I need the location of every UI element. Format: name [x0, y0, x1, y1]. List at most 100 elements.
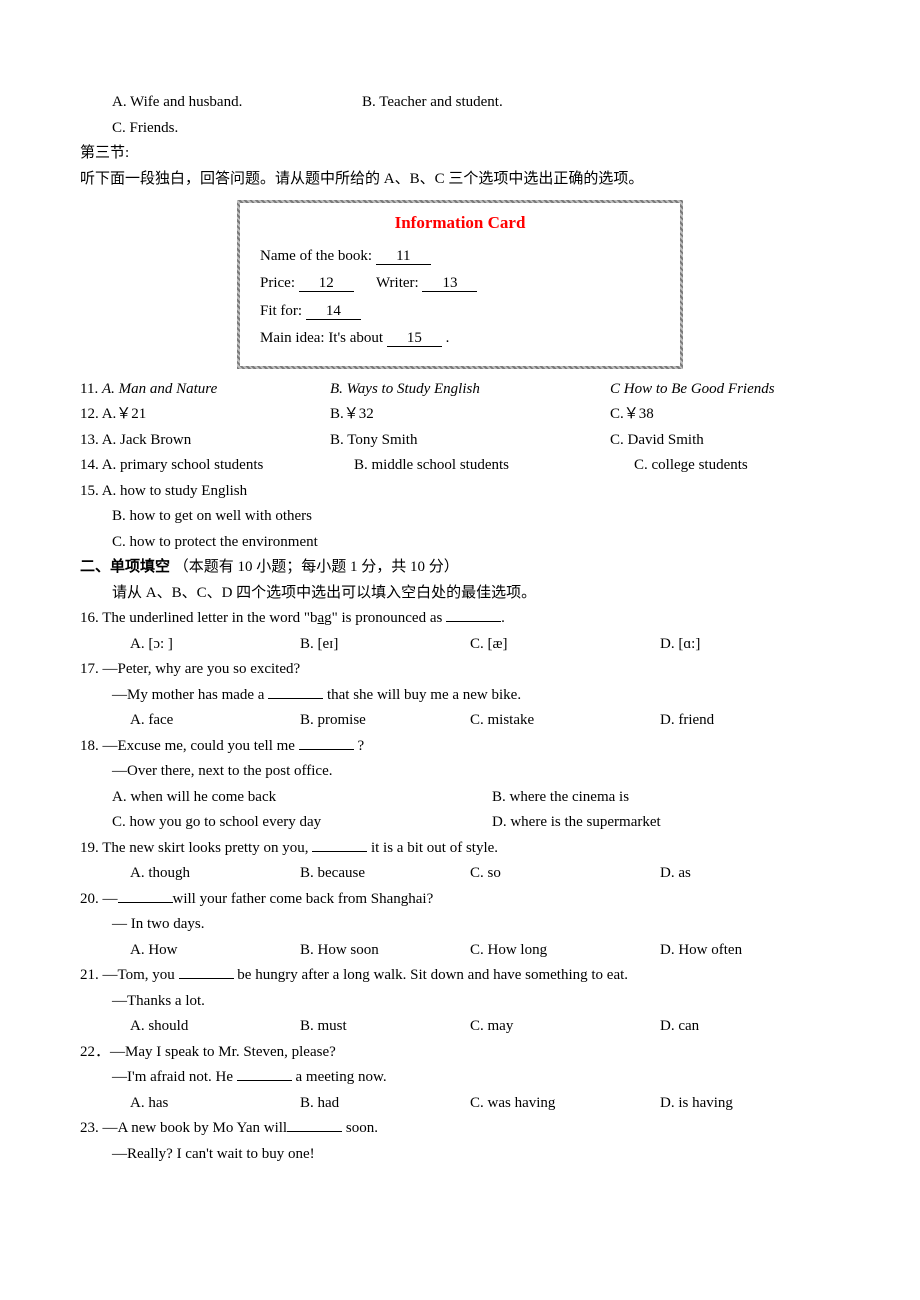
q18-blank [299, 735, 354, 750]
q18-stem1: 18. —Excuse me, could you tell me ? [80, 734, 840, 760]
q19-opt-a: A. though [130, 861, 300, 887]
q14-col-a: 14. A. primary school students [80, 453, 354, 479]
q17: 17. —Peter, why are you so excited? —My … [80, 657, 840, 734]
info-card-title: Information Card [260, 209, 660, 238]
q12-opt-c: C.￥38 [610, 402, 654, 428]
q17-stem1: 17. —Peter, why are you so excited? [80, 657, 840, 683]
blank-15: 15 [387, 331, 442, 347]
q13: 13. A. Jack Brown B. Tony Smith C. David… [80, 428, 840, 454]
q16-blank [446, 608, 501, 623]
q22-stem1: 22．—May I speak to Mr. Steven, please? [80, 1040, 840, 1066]
blank-11: 11 [376, 249, 431, 265]
q12-col-a: 12. A.￥21 [80, 402, 330, 428]
q21-stem1: 21. —Tom, you be hungry after a long wal… [80, 963, 840, 989]
q17-stem2a: —My mother has made a [112, 687, 268, 703]
q16-end: . [501, 610, 505, 626]
blank-12: 12 [299, 276, 354, 292]
blank-13: 13 [422, 276, 477, 292]
info-price-label: Price: [260, 275, 295, 291]
information-card: Information Card Name of the book: 11 Pr… [237, 200, 683, 369]
q11-opt-a: A. Man and Nature [102, 381, 217, 397]
q13-num: 13. [80, 432, 99, 448]
q15-opt-c: C. how to protect the environment [80, 530, 840, 556]
q19-stem: 19. The new skirt looks pretty on you, i… [80, 836, 840, 862]
q17-opt-b: B. promise [300, 708, 470, 734]
q11-num: 11. [80, 381, 98, 397]
q18-opt-b: B. where the cinema is [492, 785, 812, 811]
q11-opt-b: B. Ways to Study English [330, 377, 610, 403]
section2-title: 二、单项填空 [80, 559, 174, 575]
q15-opt-b: B. how to get on well with others [80, 504, 840, 530]
section2-instruction: 请从 A、B、C、D 四个选项中选出可以填入空白处的最佳选项。 [80, 581, 840, 607]
info-fit-label: Fit for: [260, 303, 302, 319]
q18-opt-d: D. where is the supermarket [492, 810, 812, 836]
q20-opt-a: A. How [130, 938, 300, 964]
info-main-end: . [446, 330, 450, 346]
q20-opt-b: B. How soon [300, 938, 470, 964]
q18: 18. —Excuse me, could you tell me ? —Ove… [80, 734, 840, 836]
q12-opt-a: A.￥21 [102, 406, 147, 422]
q16-stem: 16. The underlined letter in the word "b… [80, 606, 840, 632]
q18-stem1a: 18. —Excuse me, could you tell me [80, 738, 299, 754]
q22-opt-b: B. had [300, 1091, 470, 1117]
q20-stem1: 20. —will your father come back from Sha… [80, 887, 840, 913]
q20-opt-d: D. How often [660, 938, 780, 964]
q14-opt-c: C. college students [634, 453, 748, 479]
q20-opt-c: C. How long [470, 938, 660, 964]
q19-opt-d: D. as [660, 861, 780, 887]
q21: 21. —Tom, you be hungry after a long wal… [80, 963, 840, 1040]
q11-a: 11. A. Man and Nature [80, 377, 330, 403]
q15-opt-a: A. how to study English [102, 483, 247, 499]
q12: 12. A.￥21 B.￥32 C.￥38 [80, 402, 840, 428]
q22: 22．—May I speak to Mr. Steven, please? —… [80, 1040, 840, 1117]
q20-stem2: — In two days. [80, 912, 840, 938]
q23-stem1: 23. —A new book by Mo Yan will soon. [80, 1116, 840, 1142]
q14-opt-b: B. middle school students [354, 453, 634, 479]
q17-stem2: —My mother has made a that she will buy … [80, 683, 840, 709]
q14-num: 14. [80, 457, 99, 473]
q22-opt-a: A. has [130, 1091, 300, 1117]
q14: 14. A. primary school students B. middle… [80, 453, 840, 479]
option-a: A. Wife and husband. [112, 90, 362, 116]
q19-blank [312, 837, 367, 852]
info-book-label: Name of the book: [260, 248, 372, 264]
q19-opt-c: C. so [470, 861, 660, 887]
q22-opt-c: C. was having [470, 1091, 660, 1117]
q21-opt-b: B. must [300, 1014, 470, 1040]
info-line-main: Main idea: It's about 15 . [260, 326, 660, 352]
q21-stem2: —Thanks a lot. [80, 989, 840, 1015]
q20: 20. —will your father come back from Sha… [80, 887, 840, 964]
q22-stem2: —I'm afraid not. He a meeting now. [80, 1065, 840, 1091]
q20-stem1a: 20. — [80, 891, 118, 907]
section3-title: 第三节: [80, 141, 840, 167]
q22-stem2b: a meeting now. [292, 1069, 387, 1085]
q13-opt-c: C. David Smith [610, 428, 704, 454]
q19-stem-a: 19. The new skirt looks pretty on you, [80, 840, 312, 856]
q18-stem2: —Over there, next to the post office. [80, 759, 840, 785]
q16-stem-b: g" is pronounced as [324, 610, 446, 626]
q21-opt-c: C. may [470, 1014, 660, 1040]
info-line-price-writer: Price: 12 Writer: 13 [260, 271, 660, 297]
q16-opt-b: B. [eɪ] [300, 632, 470, 658]
q16-opt-d: D. [ɑ:] [660, 632, 780, 658]
q18-stem1b: ? [354, 738, 364, 754]
q21-opt-a: A. should [130, 1014, 300, 1040]
q16-opt-c: C. [æ] [470, 632, 660, 658]
q23-stem1a: 23. —A new book by Mo Yan will [80, 1120, 287, 1136]
q17-opt-c: C. mistake [470, 708, 660, 734]
q22-blank [237, 1067, 292, 1082]
q19-stem-b: it is a bit out of style. [367, 840, 498, 856]
option-b: B. Teacher and student. [362, 90, 642, 116]
option-c: C. Friends. [112, 116, 312, 142]
q13-opt-b: B. Tony Smith [330, 428, 610, 454]
q23-blank [287, 1118, 342, 1133]
section3-instruction: 听下面一段独白，回答问题。请从题中所给的 A、B、C 三个选项中选出正确的选项。 [80, 167, 840, 193]
q15: 15. A. how to study English B. how to ge… [80, 479, 840, 556]
q19: 19. The new skirt looks pretty on you, i… [80, 836, 840, 887]
q13-opt-a: A. Jack Brown [102, 432, 192, 448]
q22-opt-d: D. is having [660, 1091, 780, 1117]
q23-stem1b: soon. [342, 1120, 378, 1136]
q17-blank [268, 684, 323, 699]
q12-num: 12. [80, 406, 99, 422]
q17-opt-a: A. face [130, 708, 300, 734]
